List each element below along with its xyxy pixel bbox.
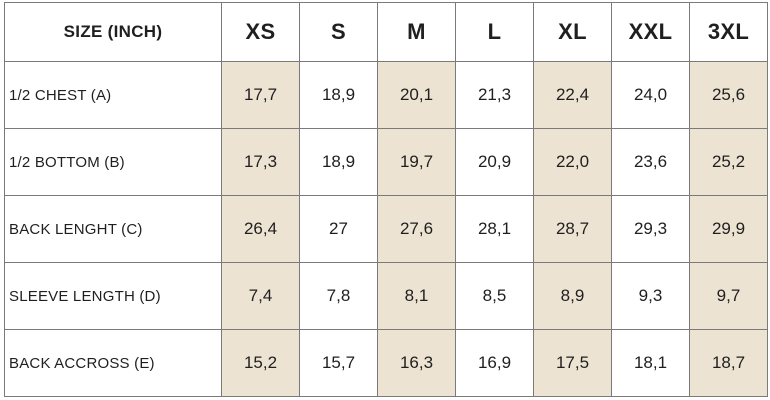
cell-value: 18,7 <box>689 329 768 397</box>
table-row: 1/2 BOTTOM (B) 17,3 18,9 19,7 20,9 22,0 … <box>4 128 768 196</box>
cell-value: 15,2 <box>221 329 300 397</box>
cell-value: 20,1 <box>377 61 456 129</box>
cell-value: 7,4 <box>221 262 300 330</box>
row-label-back-across: BACK ACCROSS (E) <box>4 329 222 397</box>
table-row: SLEEVE LENGTH (D) 7,4 7,8 8,1 8,5 8,9 9,… <box>4 262 768 330</box>
cell-value: 7,8 <box>299 262 378 330</box>
cell-value: 8,9 <box>533 262 612 330</box>
cell-value: 8,5 <box>455 262 534 330</box>
cell-value: 19,7 <box>377 128 456 196</box>
cell-value: 16,9 <box>455 329 534 397</box>
row-label-back-length: BACK LENGHT (C) <box>4 195 222 263</box>
cell-value: 25,6 <box>689 61 768 129</box>
cell-value: 25,2 <box>689 128 768 196</box>
cell-value: 27 <box>299 195 378 263</box>
cell-value: 20,9 <box>455 128 534 196</box>
cell-value: 18,9 <box>299 128 378 196</box>
cell-value: 9,3 <box>611 262 690 330</box>
size-header-m: M <box>377 2 456 62</box>
size-header-xxl: XXL <box>611 2 690 62</box>
cell-value: 28,7 <box>533 195 612 263</box>
cell-value: 15,7 <box>299 329 378 397</box>
cell-value: 23,6 <box>611 128 690 196</box>
cell-value: 18,1 <box>611 329 690 397</box>
size-header-l: L <box>455 2 534 62</box>
cell-value: 28,1 <box>455 195 534 263</box>
cell-value: 22,0 <box>533 128 612 196</box>
size-header-s: S <box>299 2 378 62</box>
cell-value: 29,9 <box>689 195 768 263</box>
size-header-xs: XS <box>221 2 300 62</box>
size-header-3xl: 3XL <box>689 2 768 62</box>
header-row: SIZE (INCH) XS S M L XL XXL 3XL <box>4 2 768 62</box>
cell-value: 21,3 <box>455 61 534 129</box>
cell-value: 29,3 <box>611 195 690 263</box>
cell-value: 17,7 <box>221 61 300 129</box>
cell-value: 22,4 <box>533 61 612 129</box>
cell-value: 24,0 <box>611 61 690 129</box>
table-row: 1/2 CHEST (A) 17,7 18,9 20,1 21,3 22,4 2… <box>4 61 768 129</box>
cell-value: 16,3 <box>377 329 456 397</box>
cell-value: 27,6 <box>377 195 456 263</box>
cell-value: 17,5 <box>533 329 612 397</box>
size-chart-table: SIZE (INCH) XS S M L XL XXL 3XL 1/2 CHES… <box>4 2 768 397</box>
table-row: BACK LENGHT (C) 26,4 27 27,6 28,1 28,7 2… <box>4 195 768 263</box>
cell-value: 8,1 <box>377 262 456 330</box>
row-label-chest: 1/2 CHEST (A) <box>4 61 222 129</box>
cell-value: 18,9 <box>299 61 378 129</box>
cell-value: 9,7 <box>689 262 768 330</box>
cell-value: 17,3 <box>221 128 300 196</box>
size-unit-header: SIZE (INCH) <box>4 2 222 62</box>
row-label-bottom: 1/2 BOTTOM (B) <box>4 128 222 196</box>
row-label-sleeve-length: SLEEVE LENGTH (D) <box>4 262 222 330</box>
table-row: BACK ACCROSS (E) 15,2 15,7 16,3 16,9 17,… <box>4 329 768 397</box>
size-header-xl: XL <box>533 2 612 62</box>
cell-value: 26,4 <box>221 195 300 263</box>
